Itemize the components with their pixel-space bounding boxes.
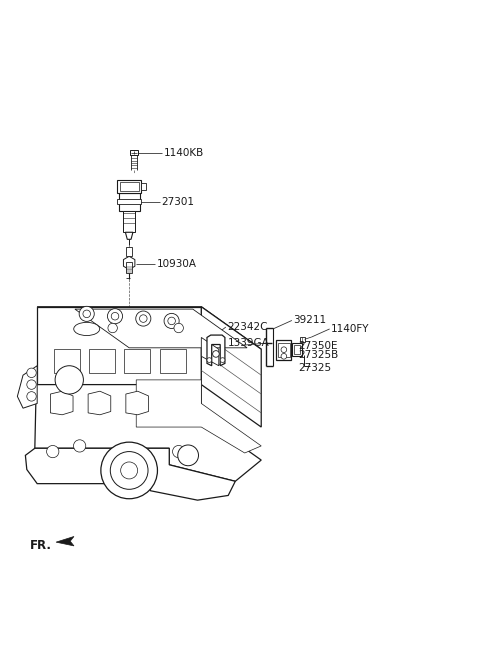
Circle shape: [140, 315, 147, 322]
Polygon shape: [50, 391, 73, 415]
Text: 1339GA: 1339GA: [228, 338, 270, 348]
Bar: [294, 345, 300, 354]
Bar: [278, 343, 289, 358]
Polygon shape: [54, 349, 80, 373]
Circle shape: [111, 312, 119, 320]
Circle shape: [178, 445, 199, 466]
Bar: [117, 180, 142, 193]
Circle shape: [174, 323, 183, 333]
Polygon shape: [124, 349, 150, 373]
Circle shape: [164, 314, 179, 329]
Circle shape: [101, 442, 157, 499]
Text: 27325B: 27325B: [298, 350, 338, 360]
Circle shape: [108, 323, 118, 333]
Circle shape: [172, 445, 185, 458]
Polygon shape: [160, 349, 186, 373]
Polygon shape: [37, 307, 201, 384]
Circle shape: [281, 347, 287, 352]
Text: 22342C: 22342C: [227, 322, 268, 332]
Text: 10930A: 10930A: [156, 259, 196, 270]
Circle shape: [83, 310, 91, 318]
Polygon shape: [123, 256, 135, 270]
Polygon shape: [88, 391, 111, 415]
Bar: [300, 337, 305, 342]
Polygon shape: [25, 448, 235, 500]
Polygon shape: [136, 380, 261, 453]
Polygon shape: [37, 307, 261, 349]
Circle shape: [168, 317, 175, 325]
Bar: [142, 183, 146, 190]
Circle shape: [220, 358, 225, 362]
Circle shape: [55, 366, 84, 394]
Bar: [276, 340, 291, 359]
Circle shape: [108, 309, 122, 324]
Circle shape: [27, 392, 36, 401]
Polygon shape: [126, 391, 148, 415]
Circle shape: [47, 445, 59, 458]
Text: 27301: 27301: [161, 197, 194, 207]
Polygon shape: [201, 337, 219, 366]
Bar: [292, 343, 302, 356]
Text: 1140KB: 1140KB: [164, 148, 204, 157]
Text: 39211: 39211: [293, 316, 326, 325]
Circle shape: [73, 440, 86, 452]
Circle shape: [281, 354, 287, 359]
Polygon shape: [75, 309, 247, 348]
Circle shape: [213, 351, 219, 358]
Bar: [126, 262, 132, 273]
Polygon shape: [207, 335, 225, 366]
Circle shape: [27, 368, 36, 377]
Circle shape: [120, 462, 138, 479]
Circle shape: [136, 311, 151, 326]
Bar: [118, 199, 141, 205]
Bar: [123, 211, 135, 232]
Polygon shape: [201, 307, 261, 427]
Circle shape: [79, 306, 94, 321]
Polygon shape: [56, 537, 74, 546]
Bar: [130, 150, 138, 155]
Text: FR.: FR.: [30, 539, 52, 552]
Polygon shape: [35, 384, 261, 482]
Circle shape: [110, 451, 148, 489]
Text: 27350E: 27350E: [298, 341, 337, 351]
Text: 27325: 27325: [298, 363, 331, 373]
Polygon shape: [125, 232, 133, 239]
Polygon shape: [17, 366, 37, 408]
Polygon shape: [119, 193, 140, 211]
Ellipse shape: [74, 322, 100, 336]
Polygon shape: [89, 349, 115, 373]
Text: 1140FY: 1140FY: [331, 324, 370, 334]
Circle shape: [27, 380, 36, 389]
Bar: [126, 247, 132, 256]
Circle shape: [207, 358, 212, 362]
Bar: [120, 182, 139, 191]
